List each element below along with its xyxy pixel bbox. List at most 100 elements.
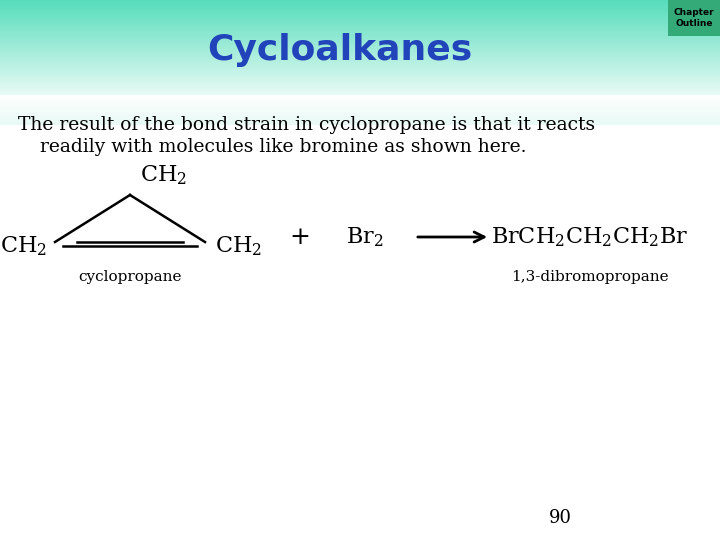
Text: cyclopropane: cyclopropane <box>78 270 181 284</box>
Bar <box>0 36 720 37</box>
Bar <box>0 38 720 39</box>
Text: readily with molecules like bromine as shown here.: readily with molecules like bromine as s… <box>40 138 526 156</box>
Text: +: + <box>289 226 310 248</box>
Text: Chapter
Outline: Chapter Outline <box>674 8 714 28</box>
Bar <box>0 95 720 97</box>
Bar <box>0 109 720 110</box>
Bar <box>0 10 720 11</box>
Bar <box>0 11 720 12</box>
Bar <box>0 46 720 48</box>
Bar <box>0 105 720 107</box>
Bar <box>0 110 720 111</box>
Bar <box>0 13 720 14</box>
Bar <box>0 5 720 6</box>
Bar <box>0 69 720 70</box>
Bar <box>0 1 720 2</box>
Bar <box>0 24 720 25</box>
Bar <box>0 14 720 16</box>
Bar <box>0 28 720 29</box>
Bar <box>0 16 720 17</box>
Bar <box>0 93 720 94</box>
Bar <box>0 59 720 60</box>
Bar <box>0 8 720 10</box>
Bar <box>0 91 720 93</box>
Bar <box>0 79 720 81</box>
Bar <box>0 122 720 124</box>
Bar <box>0 48 720 49</box>
Bar <box>0 50 720 51</box>
Bar <box>0 76 720 77</box>
Bar <box>0 73 720 75</box>
Bar <box>0 124 720 125</box>
Bar <box>0 31 720 32</box>
Bar <box>0 44 720 45</box>
Bar <box>0 104 720 105</box>
Bar <box>0 64 720 65</box>
Bar <box>0 49 720 50</box>
Bar <box>0 39 720 40</box>
Bar <box>0 42 720 43</box>
Bar <box>0 90 720 91</box>
Bar <box>0 120 720 122</box>
Bar <box>0 26 720 28</box>
Text: Cycloalkanes: Cycloalkanes <box>207 33 472 67</box>
Bar <box>0 4 720 5</box>
Bar <box>0 99 720 101</box>
Bar <box>0 58 720 59</box>
Bar <box>0 35 720 36</box>
Bar <box>0 23 720 24</box>
Bar <box>0 0 720 1</box>
Bar <box>0 52 720 53</box>
Text: $\mathregular{CH_2}$: $\mathregular{CH_2}$ <box>140 164 187 187</box>
Bar <box>0 89 720 90</box>
Bar <box>0 37 720 38</box>
Bar <box>0 85 720 87</box>
Bar <box>0 20 720 22</box>
Bar <box>0 6 720 7</box>
Bar <box>0 101 720 103</box>
Bar <box>0 57 720 58</box>
Bar <box>0 7 720 8</box>
Bar <box>0 30 720 31</box>
Bar <box>0 68 720 69</box>
Bar <box>0 33 720 35</box>
Bar <box>0 66 720 68</box>
Bar <box>0 63 720 64</box>
Bar <box>0 25 720 26</box>
Bar <box>0 29 720 30</box>
Bar <box>0 87 720 88</box>
Bar <box>0 118 720 119</box>
Bar <box>0 45 720 46</box>
Bar <box>0 12 720 13</box>
Text: The result of the bond strain in cyclopropane is that it reacts: The result of the bond strain in cyclopr… <box>18 116 595 134</box>
Bar <box>0 98 720 99</box>
Bar <box>0 40 720 42</box>
Text: $\mathregular{Br_2}$: $\mathregular{Br_2}$ <box>346 225 384 249</box>
Bar <box>0 111 720 113</box>
Bar <box>0 78 720 79</box>
Bar <box>0 107 720 109</box>
Bar <box>0 97 720 98</box>
Bar <box>0 72 720 73</box>
Bar <box>0 103 720 104</box>
Bar <box>0 60 720 62</box>
Bar <box>0 65 720 66</box>
Bar <box>0 84 720 85</box>
Bar <box>0 81 720 82</box>
Bar <box>0 82 720 83</box>
Text: 1,3-dibromopropane: 1,3-dibromopropane <box>511 270 669 284</box>
Bar <box>0 56 720 57</box>
Bar <box>0 53 720 55</box>
Bar <box>0 119 720 120</box>
Bar <box>0 18 720 19</box>
Bar <box>0 94 720 95</box>
Bar <box>0 19 720 20</box>
Bar <box>0 83 720 84</box>
Bar <box>0 70 720 71</box>
Bar <box>0 77 720 78</box>
Bar <box>0 43 720 44</box>
Bar <box>0 114 720 116</box>
Bar <box>0 32 720 33</box>
Bar <box>668 0 720 36</box>
Bar <box>0 75 720 76</box>
